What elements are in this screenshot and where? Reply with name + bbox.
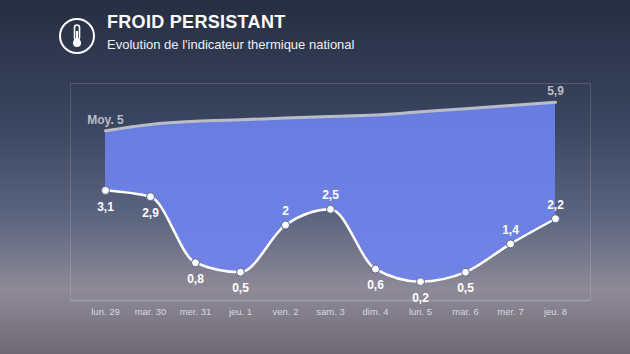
svg-text:2,9: 2,9 — [142, 206, 159, 220]
svg-text:3,1: 3,1 — [97, 200, 114, 214]
svg-text:jeu. 8: jeu. 8 — [543, 306, 567, 317]
svg-text:5,9: 5,9 — [547, 84, 564, 98]
svg-text:lun. 29: lun. 29 — [91, 306, 120, 317]
svg-text:2: 2 — [282, 204, 289, 218]
svg-text:2,2: 2,2 — [547, 198, 564, 212]
svg-text:dim. 4: dim. 4 — [363, 306, 389, 317]
svg-text:1,4: 1,4 — [502, 223, 519, 237]
svg-text:0,2: 0,2 — [412, 291, 429, 305]
svg-text:sam. 3: sam. 3 — [316, 306, 345, 317]
svg-text:mar. 30: mar. 30 — [135, 306, 167, 317]
svg-text:0,6: 0,6 — [367, 278, 384, 292]
svg-text:mer. 7: mer. 7 — [497, 306, 523, 317]
svg-text:mer. 31: mer. 31 — [180, 306, 212, 317]
html-text:Evolution de l'indicateur ther: Evolution de l'indicateur thermique nati… — [107, 37, 355, 52]
svg-text:jeu. 1: jeu. 1 — [228, 306, 252, 317]
svg-text:mar. 6: mar. 6 — [452, 306, 478, 317]
svg-text:0,8: 0,8 — [187, 272, 204, 286]
svg-text:ven. 2: ven. 2 — [273, 306, 299, 317]
svg-text:0,5: 0,5 — [457, 281, 474, 295]
svg-text:lun. 5: lun. 5 — [409, 306, 432, 317]
svg-text:0,5: 0,5 — [232, 281, 249, 295]
svg-text:2,5: 2,5 — [322, 188, 339, 202]
html-text:FROID PERSISTANT: FROID PERSISTANT — [107, 12, 286, 32]
svg-text:Moy. 5: Moy. 5 — [87, 113, 124, 127]
